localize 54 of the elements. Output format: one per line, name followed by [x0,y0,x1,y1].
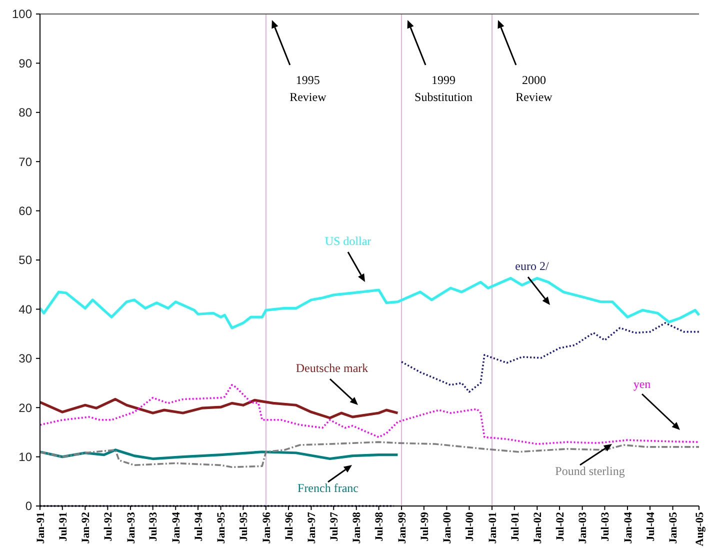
x-tick-label: Jul-04 [644,512,657,542]
x-tick-label: Jan-03 [577,512,590,544]
x-tick-label: Jul-97 [328,512,340,542]
series-label: Pound sterling [555,464,625,478]
x-tick-label: Jan-00 [442,512,454,544]
y-tick-label: 10 [18,450,32,464]
x-tick-label: Jul-92 [102,512,115,542]
x-tick-label: Jul-00 [464,512,476,542]
x-tick-label: Jul-94 [192,512,205,542]
x-tick-label: Jan-02 [532,512,544,544]
x-tick-label: Jan-01 [486,512,499,544]
x-tick-label: Jan-04 [622,512,634,544]
x-tick-label: Jan-92 [80,512,92,544]
x-tick-label: Jan-94 [170,512,182,544]
text: Deutsche mark [296,361,368,375]
y-tick-label: 70 [18,154,32,169]
line-series [39,384,700,445]
x-tick-label: Jul-96 [283,512,296,542]
text: yen [633,377,651,391]
y-tick-label: 90 [18,56,32,70]
x-tick-label: Jul-93 [148,512,160,542]
ref-line-label: 1995 Review [290,73,327,104]
x-tick-label: Jul-03 [600,512,612,542]
text: French franc [298,481,358,495]
y-tick-label: 40 [18,302,32,316]
y-tick-label: 0 [25,499,32,514]
y-tick-label: 80 [18,106,32,120]
x-tick-label: Aug-05 [694,512,706,546]
y-tick-label: 60 [18,204,32,218]
x-tick-label: Jul-95 [238,512,250,542]
x-tick-label: Jan-98 [351,512,364,544]
ref-line-label: 1999 Substitution [414,73,473,104]
line-series [39,441,700,468]
x-tick-label: Jan-05 [668,512,680,544]
y-tick-label: 20 [18,400,32,415]
x-tick-label: Jan-96 [260,512,273,544]
x-tick-label: Jul-99 [418,512,431,542]
text: euro 2/ [515,259,550,273]
y-tick-label: 30 [18,352,32,366]
x-tick-label: Jan-91 [34,512,47,544]
x-tick-label: Jan-97 [306,512,318,544]
x-tick-label: Jan-93 [125,512,138,544]
text: US dollar [324,234,372,248]
x-tick-label: Jan-95 [216,512,228,544]
x-tick-label: Jul-02 [554,512,566,542]
x-tick-label: Jul-98 [374,512,386,542]
x-tick-label: Jul-91 [57,512,70,542]
line-series [38,276,700,330]
y-tick-label: 50 [18,253,32,268]
ref-line-label: 2000 Review [516,73,553,104]
y-tick-label: 100 [12,7,32,22]
line-series [38,398,400,420]
x-tick-label: Jul-01 [509,512,522,542]
x-tick-label: Jan-99 [396,512,408,544]
